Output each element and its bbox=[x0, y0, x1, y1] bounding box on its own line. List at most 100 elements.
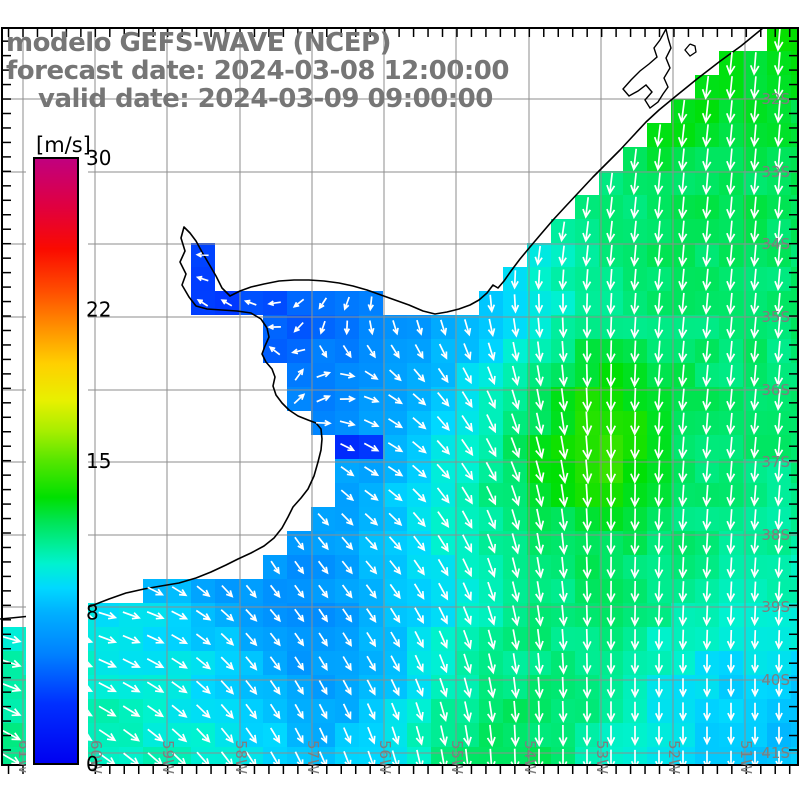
wind-arrow bbox=[726, 340, 736, 364]
wave-cell bbox=[311, 747, 335, 765]
wind-arrow bbox=[463, 724, 472, 747]
wind-arrow bbox=[630, 459, 640, 485]
wind-arrow bbox=[701, 100, 712, 124]
wind-arrow bbox=[439, 701, 448, 723]
wind-arrow bbox=[389, 583, 401, 600]
wind-arrow bbox=[606, 749, 616, 765]
wind-arrow bbox=[654, 292, 664, 315]
wind-arrow bbox=[775, 702, 783, 722]
wind-arrow bbox=[414, 344, 424, 360]
wind-arrow bbox=[774, 124, 784, 148]
wind-arrow bbox=[606, 483, 616, 509]
wind-arrow bbox=[726, 100, 736, 124]
wind-arrow bbox=[510, 676, 520, 699]
wind-arrow bbox=[751, 654, 759, 674]
wind-arrow bbox=[436, 439, 451, 455]
wind-arrow bbox=[654, 436, 664, 460]
wind-arrow bbox=[487, 294, 496, 314]
wind-arrow bbox=[678, 340, 688, 364]
wind-arrow bbox=[387, 465, 404, 477]
wind-arrow bbox=[702, 388, 712, 412]
wind-arrow bbox=[439, 725, 448, 747]
wind-arrow bbox=[726, 533, 736, 555]
wind-arrow bbox=[630, 292, 640, 315]
wind-arrow bbox=[678, 581, 688, 603]
wind-arrow bbox=[388, 512, 403, 527]
latitude-label: 40S bbox=[761, 671, 790, 689]
wind-arrow bbox=[511, 294, 520, 314]
wave-cell bbox=[359, 747, 383, 765]
wave-cell bbox=[791, 747, 797, 765]
wind-arrow bbox=[606, 629, 616, 651]
wind-arrow bbox=[558, 676, 568, 699]
wind-arrow bbox=[678, 653, 688, 674]
wind-arrow bbox=[535, 484, 545, 508]
wave-cell bbox=[791, 555, 797, 579]
wind-arrow bbox=[318, 727, 328, 744]
wind-arrow bbox=[727, 702, 735, 722]
wind-arrow bbox=[341, 560, 353, 575]
wind-arrow bbox=[364, 370, 379, 380]
wind-arrow bbox=[195, 633, 212, 646]
wind-arrow bbox=[243, 299, 257, 306]
wind-arrow bbox=[774, 388, 784, 412]
wind-arrow bbox=[462, 582, 472, 602]
wind-arrow bbox=[487, 629, 496, 651]
wind-arrow bbox=[461, 510, 473, 529]
wind-arrow bbox=[703, 702, 711, 722]
wave-cell bbox=[791, 147, 797, 171]
wind-arrow bbox=[534, 293, 544, 315]
wind-arrow bbox=[220, 680, 235, 695]
wind-arrow bbox=[702, 220, 712, 244]
wind-arrow bbox=[774, 100, 784, 124]
wave-cell bbox=[791, 699, 797, 723]
wind-arrow bbox=[463, 343, 472, 361]
wind-arrow bbox=[726, 196, 736, 220]
wind-arrow bbox=[437, 558, 449, 577]
wave-cell bbox=[791, 99, 797, 123]
wave-cell bbox=[791, 219, 797, 243]
wind-arrow bbox=[630, 220, 640, 244]
wind-arrow bbox=[750, 316, 760, 340]
wind-arrow bbox=[436, 487, 450, 504]
wind-arrow bbox=[751, 702, 759, 722]
wind-arrow bbox=[726, 316, 736, 340]
wind-arrow bbox=[679, 678, 687, 698]
wind-arrow bbox=[534, 245, 543, 266]
wind-arrow bbox=[750, 340, 760, 364]
wind-arrow bbox=[774, 509, 784, 531]
colorbar-unit-label: [m/s] bbox=[36, 133, 91, 157]
wind-arrow bbox=[606, 459, 617, 485]
wind-arrow bbox=[678, 364, 688, 388]
wind-arrow bbox=[318, 680, 328, 696]
wind-arrow bbox=[630, 435, 640, 461]
wind-arrow bbox=[702, 196, 712, 220]
wind-arrow bbox=[702, 148, 712, 172]
wave-cell bbox=[791, 627, 797, 651]
wind-arrow bbox=[221, 585, 234, 598]
wind-arrow bbox=[606, 556, 616, 580]
wind-arrow bbox=[415, 702, 424, 722]
wind-arrow bbox=[511, 389, 520, 411]
latitude-label: 34S bbox=[761, 235, 790, 253]
wind-arrow bbox=[510, 485, 521, 507]
wind-arrow bbox=[511, 557, 520, 579]
wind-arrow bbox=[606, 316, 616, 340]
wind-arrow bbox=[774, 292, 784, 315]
wind-arrow bbox=[774, 196, 784, 220]
wind-arrow bbox=[726, 292, 736, 315]
wind-arrow bbox=[462, 606, 472, 626]
wave-cell bbox=[215, 747, 239, 765]
wind-arrow bbox=[558, 364, 568, 388]
wind-arrow bbox=[558, 556, 568, 580]
wind-arrow bbox=[388, 536, 402, 551]
wind-arrow bbox=[702, 508, 712, 531]
wind-arrow bbox=[774, 148, 784, 172]
wind-arrow bbox=[558, 269, 568, 291]
wind-arrow bbox=[582, 245, 592, 267]
wind-arrow bbox=[582, 221, 592, 243]
wind-arrow bbox=[368, 320, 375, 336]
wind-arrow bbox=[703, 678, 711, 698]
longitude-label: 51W bbox=[737, 740, 755, 774]
